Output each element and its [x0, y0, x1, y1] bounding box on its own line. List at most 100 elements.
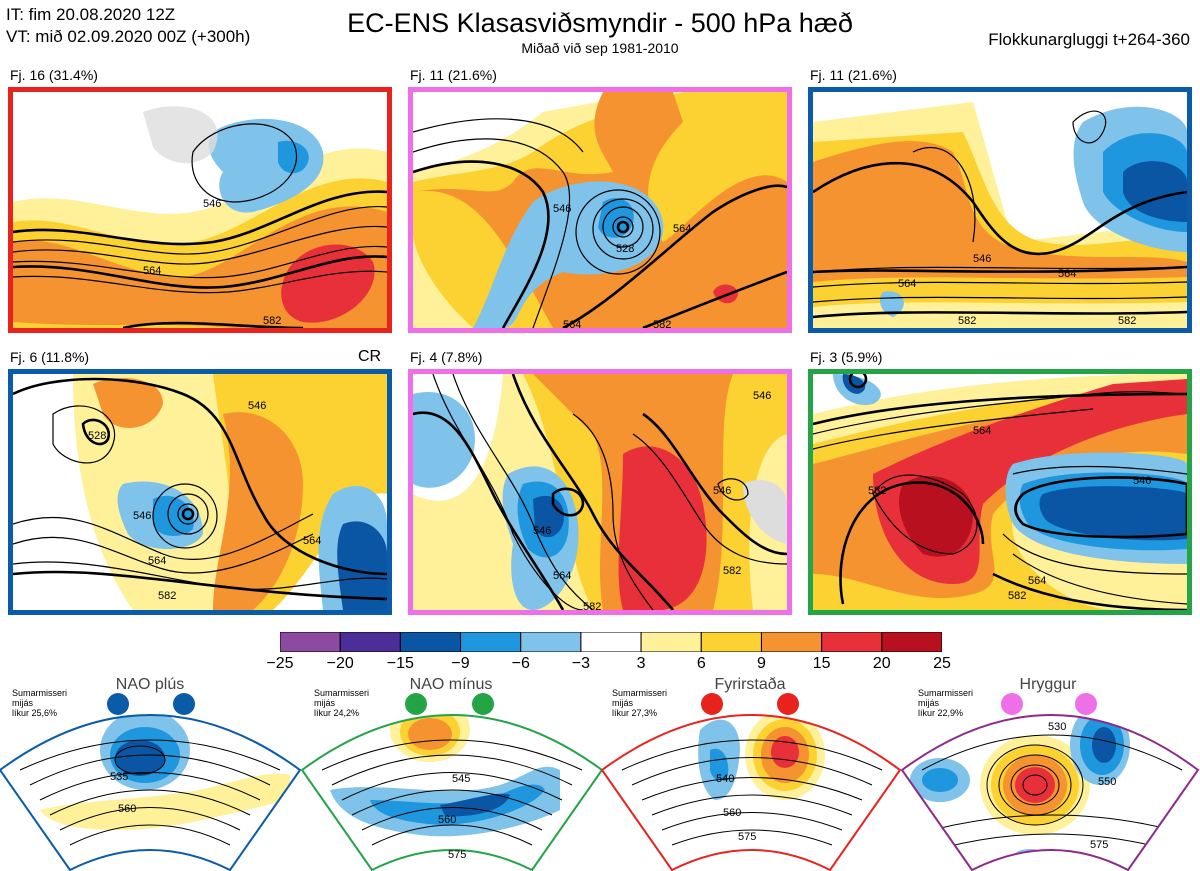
regime-map-nao-minus — [302, 715, 602, 870]
regime-map-blocking — [602, 715, 900, 870]
contour-label: 564 — [898, 278, 916, 290]
colorbar — [279, 631, 943, 653]
cluster-map-6: 564 582 546 564 582 — [808, 369, 1192, 615]
regime-map-nao-plus — [0, 715, 300, 870]
colorbar-tick-label: 6 — [696, 655, 706, 672]
regime-note: Sumarmisseri mijás líkur 25,6% — [12, 688, 68, 718]
regime-dot — [701, 693, 723, 715]
contour-label: 582 — [868, 485, 886, 497]
regime-maps: 535 560 545 560 575 540 560 575 — [0, 714, 1200, 871]
colorbar-swatch — [700, 631, 762, 653]
colorbar-swatch — [339, 631, 401, 653]
colorbar-swatch — [279, 631, 341, 653]
regime-dot — [173, 693, 195, 715]
colorbar-swatch — [881, 631, 943, 653]
contour-label: 560 — [438, 814, 456, 826]
contour-label: 560 — [118, 803, 136, 815]
contour-label: 546 — [1133, 475, 1151, 487]
valid-time: VT: mið 02.09.2020 00Z (+300h) — [6, 27, 251, 46]
contour-label: 575 — [448, 849, 466, 861]
colorbar-tick-label: −9 — [451, 655, 470, 672]
contour-label: 582 — [958, 315, 976, 327]
contour-label: 535 — [110, 771, 128, 783]
colorbar-tick-label: 9 — [757, 655, 766, 672]
colorbar-tick-label: −6 — [511, 655, 530, 672]
contour-label: 546 — [753, 390, 771, 402]
contour-label: 545 — [452, 773, 470, 785]
colorbar-tick-label: −25 — [266, 655, 294, 672]
contour-label: 546 — [713, 485, 731, 497]
contour-label: 564 — [143, 265, 161, 277]
cluster-map-2: 546 564 528 564 582 — [408, 87, 792, 333]
cluster-map-5: 546 546 546 564 582 582 — [408, 369, 792, 615]
contour-label: 546 — [203, 198, 221, 210]
regime-name-nao-plus: NAO plús — [115, 676, 185, 693]
colorbar-tick-label: 25 — [933, 655, 951, 672]
colorbar-tick-label: 3 — [636, 655, 646, 672]
colorbar-tick-label: 20 — [872, 655, 891, 672]
panel-label-5: Fj. 4 (7.8%) — [410, 349, 483, 365]
contour-label: 528 — [88, 430, 106, 442]
contour-label: 564 — [673, 223, 691, 235]
regime-dot — [107, 693, 129, 715]
cluster-map-1: 546 564 582 — [8, 87, 392, 333]
regime-dot — [777, 693, 799, 715]
classification-window: Flokkunargluggi t+264-360 — [988, 30, 1190, 49]
regime-note: Sumarmisseri mijás líkur 24,2% — [314, 688, 370, 718]
regime-note: Sumarmisseri mijás líkur 27,3% — [612, 688, 668, 718]
panel-label-1: Fj. 16 (31.4%) — [10, 67, 98, 83]
colorbar-tick-label: 15 — [812, 655, 831, 672]
contour-label: 582 — [583, 601, 601, 610]
regime-map-ridge — [902, 715, 1198, 870]
colorbar-swatch — [399, 631, 462, 653]
page-subtitle: Miðað við sep 1981-2010 — [521, 40, 679, 56]
panel-label-2: Fj. 11 (21.6%) — [410, 67, 497, 83]
contour-label: 582 — [653, 319, 671, 328]
contour-label: 564 — [553, 570, 571, 582]
contour-label: 564 — [973, 425, 991, 437]
header-info: IT: fim 20.08.2020 12Z VT: mið 02.09.202… — [6, 4, 250, 48]
regime-dot — [405, 693, 427, 715]
panel-label-4: Fj. 6 (11.8%) — [10, 349, 90, 365]
contour-label: 546 — [248, 400, 266, 412]
contour-label: 575 — [1090, 839, 1108, 851]
contour-label: 560 — [723, 807, 741, 819]
colorbar-swatch — [580, 631, 642, 653]
panel-label-6: Fj. 3 (5.9%) — [810, 349, 883, 365]
contour-label: 582 — [1118, 315, 1136, 327]
regime-dot — [472, 693, 494, 715]
colorbar-swatch — [760, 631, 823, 653]
colorbar-swatch — [640, 631, 702, 653]
colorbar-swatch — [520, 631, 582, 653]
contour-label: 546 — [973, 253, 991, 265]
contour-label: 546 — [553, 203, 571, 215]
regime-note: Sumarmisseri mijás líkur 22,9% — [918, 688, 974, 718]
contour-label: 564 — [148, 555, 166, 567]
contour-label: 564 — [303, 535, 321, 547]
colorbar-swatches — [279, 631, 943, 653]
panel-label-3: Fj. 11 (21.6%) — [810, 67, 897, 83]
contour-label: 582 — [158, 590, 176, 602]
cluster-map-4: 546 528 546 564 582 564 — [8, 369, 392, 615]
regime-dot — [1001, 693, 1023, 715]
contour-label: 546 — [133, 510, 151, 522]
contour-label: 550 — [1098, 776, 1116, 788]
contour-label: 564 — [563, 319, 581, 328]
regime-name-blocking: Fyrirstaða — [714, 676, 786, 693]
contour-label: 540 — [716, 773, 734, 785]
contour-label: 582 — [263, 315, 281, 327]
colorbar-tick-label: −3 — [571, 655, 591, 672]
colorbar-tick-label: −20 — [326, 655, 354, 672]
cluster-map-3: 546 564 564 582 582 — [808, 87, 1192, 333]
contour-label: 564 — [1028, 575, 1046, 587]
regime-dot — [1075, 693, 1097, 715]
colorbar-tick-label: −15 — [386, 655, 414, 672]
colorbar-swatch — [821, 631, 883, 653]
contour-label: 546 — [533, 525, 551, 537]
contour-label: 575 — [738, 831, 756, 843]
contour-label: 582 — [723, 565, 741, 577]
issue-time: IT: fim 20.08.2020 12Z — [6, 5, 176, 24]
contour-label: 530 — [1048, 721, 1066, 733]
page-title: EC-ENS Klasasviðsmyndir - 500 hPa hæð — [347, 8, 853, 38]
panel-extra-cr: CR — [358, 348, 382, 365]
